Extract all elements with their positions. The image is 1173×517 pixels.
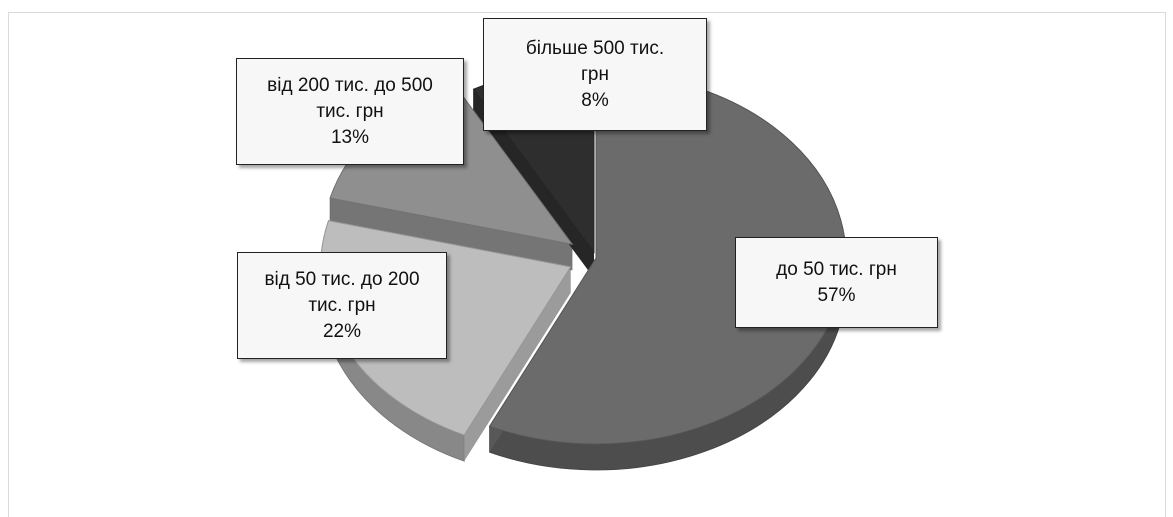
data-label-percent: 22% xyxy=(322,320,362,342)
data-label-50k-to-200k: від 50 тис. до 200 тис. грн 22% xyxy=(237,252,447,359)
data-label-200k-to-500k: від 200 тис. до 500 тис. грн 13% xyxy=(236,58,464,165)
data-label-percent: 8% xyxy=(581,89,609,111)
pie-slice-wall-50k-to-200k-0 xyxy=(464,266,571,462)
data-label-up-to-50k: до 50 тис. грн 57% xyxy=(735,237,938,328)
chart-frame xyxy=(8,12,1166,517)
data-label-name-line2: тис. грн xyxy=(308,294,376,316)
data-label-percent: 57% xyxy=(817,284,856,306)
pie-slice-wall-over-500k-0 xyxy=(473,89,595,279)
data-label-name-line1: від 50 тис. до 200 xyxy=(264,268,420,290)
data-label-name-line1: від 200 тис. до 500 xyxy=(267,74,433,96)
data-label-over-500k: більше 500 тис. грн 8% xyxy=(483,18,707,131)
data-label-name-line2: тис. грн xyxy=(316,100,384,122)
data-label-name: до 50 тис. грн xyxy=(776,258,897,280)
data-label-percent: 13% xyxy=(330,126,370,148)
data-label-name-line2: грн xyxy=(581,63,609,85)
data-label-name-line1: більше 500 тис. xyxy=(525,37,665,59)
pie-slice-wall-200k-to-500k-0 xyxy=(330,198,573,271)
